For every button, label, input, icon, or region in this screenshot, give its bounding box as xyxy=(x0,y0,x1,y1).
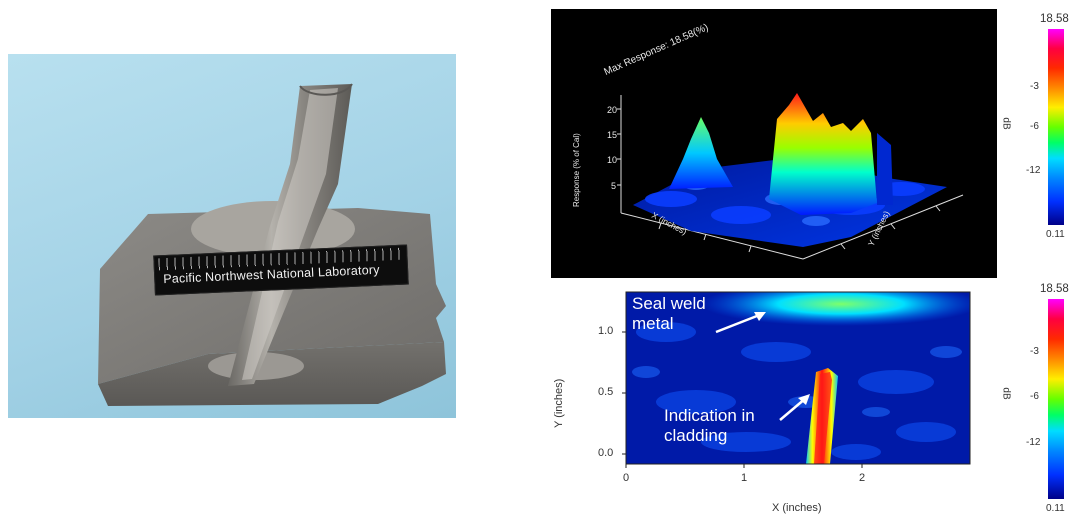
colorbar-top-max: 18.58 xyxy=(1040,13,1069,25)
z-tick-15: 15 xyxy=(607,130,617,140)
y-tick-0-5: 0.5 xyxy=(598,386,613,398)
x-tick-2: 2 xyxy=(859,472,865,484)
z-axis-label: Response (% of Cal) xyxy=(572,133,581,207)
response-3d-plot: 20 15 10 5 Response (% of Cal) X (inches… xyxy=(551,9,997,278)
cscan-2d-plot: Seal weld metal Indication in cladding 0… xyxy=(546,280,990,520)
x-tick-1: 1 xyxy=(741,472,747,484)
colorbar-top-tick-3: -3 xyxy=(1030,81,1039,92)
colorbar-top-tick-12: -12 xyxy=(1026,165,1040,176)
colorbar-bottom-gradient xyxy=(1048,299,1064,499)
colorbar-bottom-max: 18.58 xyxy=(1040,283,1069,295)
colorbar-top-min: 0.11 xyxy=(1046,229,1065,240)
y-tick-1-0: 1.0 xyxy=(598,325,613,337)
z-tick-10: 10 xyxy=(607,155,617,165)
colorbar-bottom-tick-6: -6 xyxy=(1030,391,1039,402)
cscan-axes xyxy=(546,280,990,520)
colorbar-bottom-min: 0.11 xyxy=(1046,503,1065,514)
colorbar-top-unit: dB xyxy=(1001,117,1012,129)
x-tick-0: 0 xyxy=(623,472,629,484)
colorbar-bottom-tick-12: -12 xyxy=(1026,437,1040,448)
y-axis-label-2d: Y (inches) xyxy=(553,379,565,428)
z-tick-20: 20 xyxy=(607,105,617,115)
main-peak xyxy=(769,93,877,215)
plot3d-canvas: 20 15 10 5 Response (% of Cal) X (inches… xyxy=(551,9,997,278)
x-axis-label-2d: X (inches) xyxy=(772,502,822,514)
y-tick-0: 0.0 xyxy=(598,447,613,459)
z-tick-5: 5 xyxy=(611,181,616,191)
colorbar-bottom-tick-3: -3 xyxy=(1030,346,1039,357)
colorbar-top-tick-6: -6 xyxy=(1030,121,1039,132)
colorbar-bottom-unit: dB xyxy=(1001,387,1012,399)
colorbar-top-gradient xyxy=(1048,29,1064,225)
secondary-peak xyxy=(669,117,733,189)
specimen-photo: Pacific Northwest National Laboratory xyxy=(8,54,456,418)
specimen-drawing xyxy=(8,54,456,418)
main-peak-side xyxy=(877,133,893,205)
